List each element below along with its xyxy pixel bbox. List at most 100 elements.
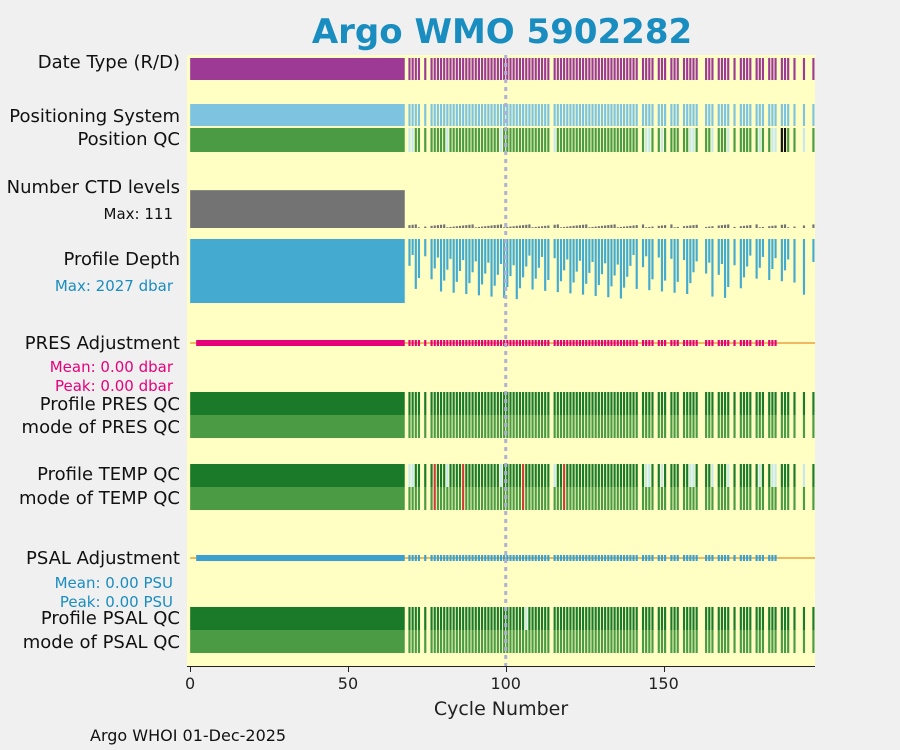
psal-adjustment-bar-140 — [632, 555, 635, 561]
position-qc-bar-139 — [629, 128, 632, 152]
pres-profile-qc-bar-197 — [812, 392, 815, 415]
pres-adjustment-bar-85 — [458, 340, 462, 346]
pres-profile-qc-block — [190, 392, 405, 415]
pres-adjustment-bar-138 — [626, 340, 629, 346]
psal-profile-qc-bar-102 — [512, 607, 515, 630]
profile-depth-bar-167 — [717, 239, 720, 275]
psal-profile-qc-bar-176 — [746, 607, 749, 630]
pres-mode-qc-bar-177 — [749, 415, 752, 438]
temp-mode-qc-bar-197 — [812, 487, 815, 510]
date-type-bar-72 — [417, 58, 421, 80]
temp-profile-qc-bar-127 — [591, 464, 594, 487]
pres-profile-qc-bar-82 — [449, 392, 452, 415]
date-type-bar-167 — [717, 58, 720, 80]
pres-adjustment-bar-79 — [439, 340, 443, 346]
temp-profile-qc-bar-107 — [528, 464, 531, 487]
psal-profile-qc-bar-160 — [695, 607, 698, 630]
pres-profile-qc-bar-97 — [496, 392, 499, 415]
pres-mode-qc-bar-93 — [484, 415, 487, 438]
psal-mode-qc-bar-74 — [424, 630, 427, 653]
temp-profile-qc-bar-81 — [446, 464, 449, 487]
pres-adjustment-bar-110 — [537, 340, 540, 346]
pres-profile-qc-bar-144 — [645, 392, 648, 415]
pres-adjustment-bar-102 — [512, 340, 515, 346]
temp-profile-qc-bar-86 — [462, 464, 465, 487]
temp-mode-qc-bar-137 — [623, 487, 626, 510]
pres-mode-qc-bar-138 — [626, 415, 629, 438]
temp-profile-qc-bar-175 — [742, 464, 746, 487]
pres-mode-qc-bar-92 — [480, 415, 484, 438]
temp-profile-qc-bar-183 — [768, 464, 771, 487]
pres-profile-qc-bar-124 — [581, 392, 585, 415]
position-qc-bar-118 — [563, 128, 566, 152]
profile-depth-bar-81 — [446, 239, 449, 270]
position-qc-bar-152 — [670, 128, 673, 152]
psal-adjustment-bar-156 — [682, 555, 686, 561]
psal-adjustment-bar-113 — [547, 555, 550, 561]
temp-mode-qc-bar-99 — [503, 487, 506, 510]
profile-depth-bar-118 — [563, 239, 566, 271]
ctd-levels-bar-95 — [490, 225, 493, 228]
psal-mode-qc-bar-101 — [509, 630, 512, 653]
temp-mode-qc-bar-85 — [458, 487, 462, 510]
pres-profile-qc-bar-130 — [600, 392, 604, 415]
pres-adjustment-bar-107 — [528, 340, 531, 346]
temp-profile-qc-bar-146 — [651, 464, 654, 487]
pres-adjustment-bar-153 — [673, 340, 676, 346]
profile-depth-bar-106 — [525, 239, 528, 267]
ctd-levels-bar-86 — [462, 225, 465, 228]
psal-adjustment-bar-100 — [506, 555, 509, 561]
psal-profile-qc-bar-194 — [802, 607, 806, 630]
label-psal-mean: Mean: 0.00 PSU — [54, 574, 173, 592]
profile-depth-bar-188 — [783, 239, 787, 271]
psal-mode-qc-bar-115 — [553, 630, 556, 653]
psal-profile-qc-bar-107 — [528, 607, 531, 630]
pres-profile-qc-bar-117 — [559, 392, 563, 415]
psal-profile-qc-bar-104 — [518, 607, 522, 630]
temp-mode-qc-bar-96 — [493, 487, 496, 510]
psal-adjustment-bar-167 — [717, 555, 720, 561]
profile-depth-bar-145 — [648, 239, 651, 291]
ctd-levels-bar-148 — [657, 225, 660, 228]
pres-profile-qc-bar-158 — [689, 392, 692, 415]
temp-mode-qc-bar-154 — [676, 487, 679, 510]
pres-adjustment-bar-104 — [518, 340, 522, 346]
psal-mode-qc-bar-96 — [493, 630, 496, 653]
psal-mode-qc-bar-86 — [462, 630, 465, 653]
psal-profile-qc-bar-136 — [619, 607, 622, 630]
pres-mode-qc-bar-88 — [468, 415, 471, 438]
pres-mode-qc-bar-115 — [553, 415, 556, 438]
date-type-bar-87 — [465, 58, 468, 80]
temp-profile-qc-bar-156 — [682, 464, 686, 487]
psal-profile-qc-bar-168 — [720, 607, 723, 630]
ctd-levels-bar-154 — [676, 226, 679, 228]
temp-profile-qc-bar-148 — [657, 464, 660, 487]
pres-profile-qc-bar-174 — [739, 392, 742, 415]
pres-profile-qc-bar-125 — [585, 392, 588, 415]
date-type-bar-140 — [632, 58, 635, 80]
date-type-bar-111 — [540, 58, 544, 80]
psal-mode-qc-bar-172 — [733, 630, 736, 653]
psal-adjustment-bar-145 — [648, 555, 651, 561]
psal-mode-qc-bar-97 — [496, 630, 499, 653]
position-qc-bar-180 — [758, 128, 761, 152]
positioning-system-bar-144 — [645, 104, 648, 126]
pres-profile-qc-bar-141 — [635, 392, 638, 415]
psal-mode-qc-bar-126 — [588, 630, 591, 653]
temp-profile-qc-bar-185 — [774, 464, 777, 487]
ctd-levels-bar-191 — [793, 226, 796, 228]
pres-profile-qc-bar-101 — [509, 392, 512, 415]
psal-profile-qc-bar-116 — [556, 607, 559, 630]
psal-adjustment-bar-153 — [673, 555, 676, 561]
positioning-system-bar-87 — [465, 104, 468, 126]
date-type-bar-177 — [749, 58, 752, 80]
psal-mode-qc-bar-112 — [544, 630, 547, 653]
position-qc-bar-187 — [780, 128, 783, 152]
ctd-levels-bar-140 — [632, 225, 635, 228]
positioning-system-bar-93 — [484, 104, 487, 126]
pres-profile-qc-bar-79 — [439, 392, 443, 415]
position-qc-bar-143 — [641, 128, 645, 152]
psal-mode-qc-bar-122 — [575, 630, 578, 653]
temp-profile-qc-bar-188 — [783, 464, 787, 487]
pres-profile-qc-bar-85 — [458, 392, 462, 415]
